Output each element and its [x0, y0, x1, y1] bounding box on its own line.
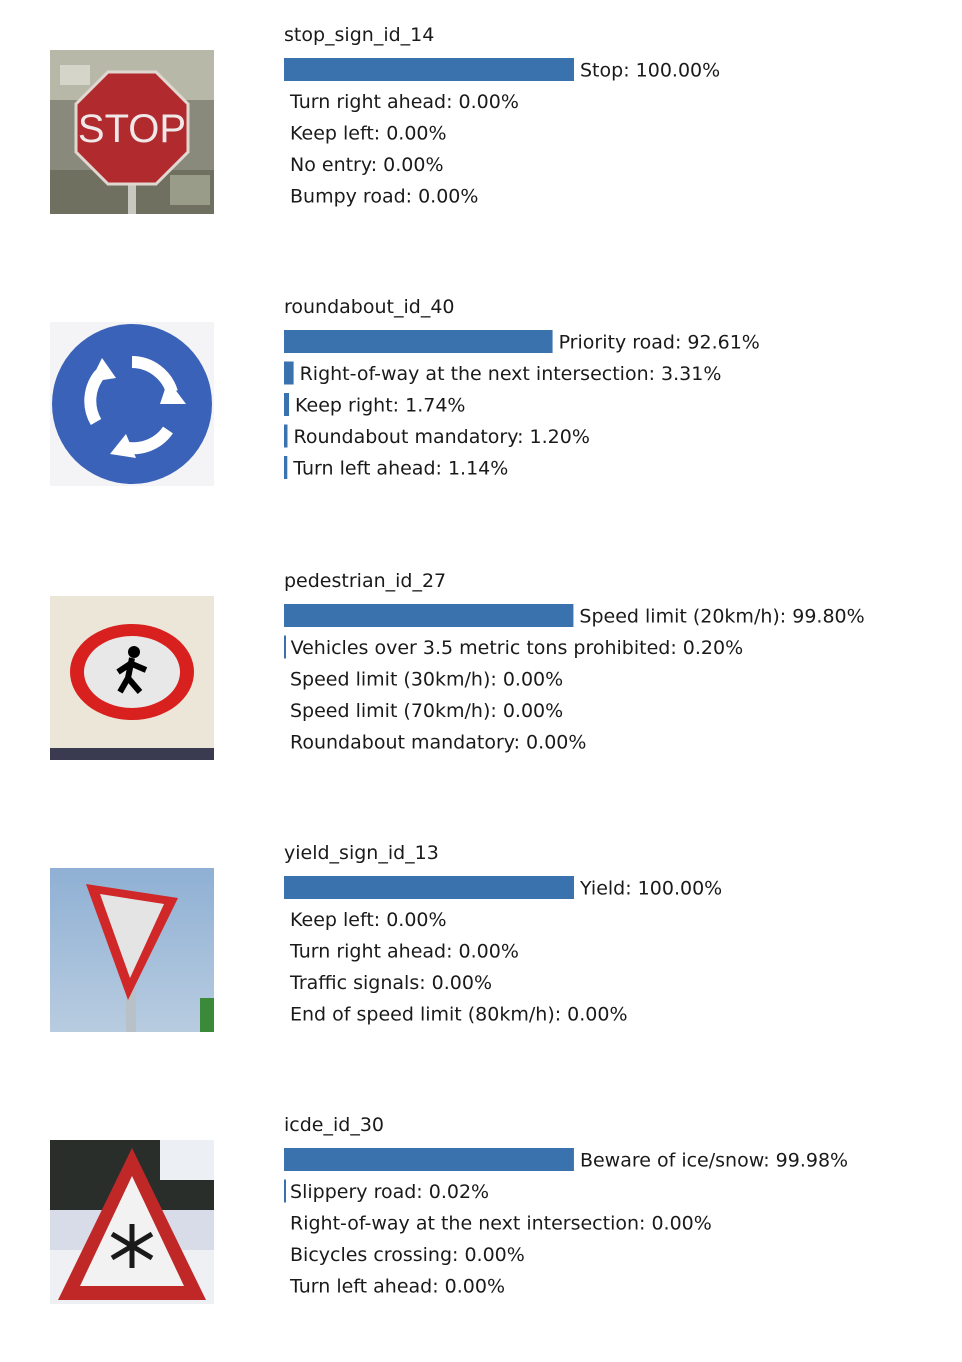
probability-label: Keep right: 1.74% [295, 395, 465, 417]
probability-label: Speed limit (30km/h): 0.00% [290, 669, 563, 691]
prediction-panel-pedestrian: pedestrian_id_27 Speed limit (20km/h): 9… [0, 546, 962, 818]
probability-label: Stop: 100.00% [580, 60, 720, 82]
probability-bar [284, 876, 574, 899]
prediction-panel-stop: STOP stop_sign_id_14 Stop: 100.00% Turn r… [0, 0, 962, 272]
probability-bar-chart: Beware of ice/snow: 99.98% Slippery road:… [284, 1148, 848, 1298]
probability-label: Beware of ice/snow: 99.98% [580, 1150, 848, 1172]
probability-label: Bumpy road: 0.00% [290, 186, 478, 208]
probability-label: Traffic signals: 0.00% [289, 972, 492, 994]
yield-sign-icon [50, 868, 214, 1032]
panel-title: pedestrian_id_27 [284, 570, 447, 592]
probability-label: Speed limit (70km/h): 0.00% [290, 700, 563, 722]
probability-label: Turn right ahead: 0.00% [289, 91, 519, 113]
panel-title: roundabout_id_40 [284, 296, 455, 318]
stop-sign-icon: STOP [50, 50, 214, 214]
probability-bar [284, 361, 294, 385]
probability-bar [284, 330, 553, 353]
probability-bar [284, 1148, 574, 1171]
prediction-panel-yield: yield_sign_id_13 Yield: 100.00% Keep left… [0, 818, 962, 1090]
probability-label: Keep left: 0.00% [290, 909, 447, 931]
panel-title: stop_sign_id_14 [284, 24, 435, 46]
probability-label: Turn right ahead: 0.00% [289, 941, 519, 963]
probability-label: Right-of-way at the next intersection: 3… [300, 363, 722, 385]
probability-bar [284, 1179, 286, 1203]
probability-label: Roundabout mandatory: 1.20% [293, 426, 589, 448]
probability-label: Turn left ahead: 1.14% [292, 458, 508, 480]
panel-title: icde_id_30 [284, 1114, 384, 1136]
svg-text:STOP: STOP [78, 107, 186, 151]
probability-bar [284, 58, 574, 81]
probability-label: No entry: 0.00% [290, 154, 444, 176]
probability-bar [284, 635, 286, 659]
probability-label: Bicycles crossing: 0.00% [290, 1244, 525, 1266]
probability-label: Roundabout mandatory: 0.00% [290, 732, 586, 754]
probability-label: Speed limit (20km/h): 99.80% [579, 606, 864, 628]
probability-label: Keep left: 0.00% [290, 123, 447, 145]
probability-label: Turn left ahead: 0.00% [289, 1276, 505, 1298]
probability-bar-chart: Yield: 100.00% Keep left: 0.00% Turn right… [284, 876, 722, 1026]
probability-bar [284, 393, 290, 416]
probability-bar [284, 424, 288, 448]
probability-bar-chart: Priority road: 92.61% Right-of-way at the… [284, 330, 760, 480]
probability-label: Yield: 100.00% [579, 878, 722, 900]
probability-label: Slippery road: 0.02% [290, 1181, 489, 1203]
probability-bar-chart: Stop: 100.00% Turn right ahead: 0.00% Keep… [284, 58, 720, 208]
probability-bar [284, 604, 574, 627]
probability-bar [284, 456, 288, 479]
probability-label: Right-of-way at the next intersection: 0… [290, 1213, 712, 1235]
pedestrian-sign-icon [50, 596, 214, 760]
panel-title: yield_sign_id_13 [284, 842, 439, 864]
roundabout-sign-icon [50, 322, 214, 486]
probability-bar-chart: Speed limit (20km/h): 99.80% Vehicles ove… [284, 604, 865, 754]
prediction-panel-roundabout: roundabout_id_40 Priority road: 92.61% Ri… [0, 272, 962, 544]
ice-snow-warning-sign-icon [50, 1140, 214, 1304]
probability-label: Priority road: 92.61% [559, 332, 760, 354]
probability-label: Vehicles over 3.5 metric tons prohibited… [291, 637, 744, 659]
probability-label: End of speed limit (80km/h): 0.00% [290, 1004, 628, 1026]
prediction-panel-ice: icde_id_30 Beware of ice/snow: 99.98% Sli… [0, 1090, 962, 1362]
